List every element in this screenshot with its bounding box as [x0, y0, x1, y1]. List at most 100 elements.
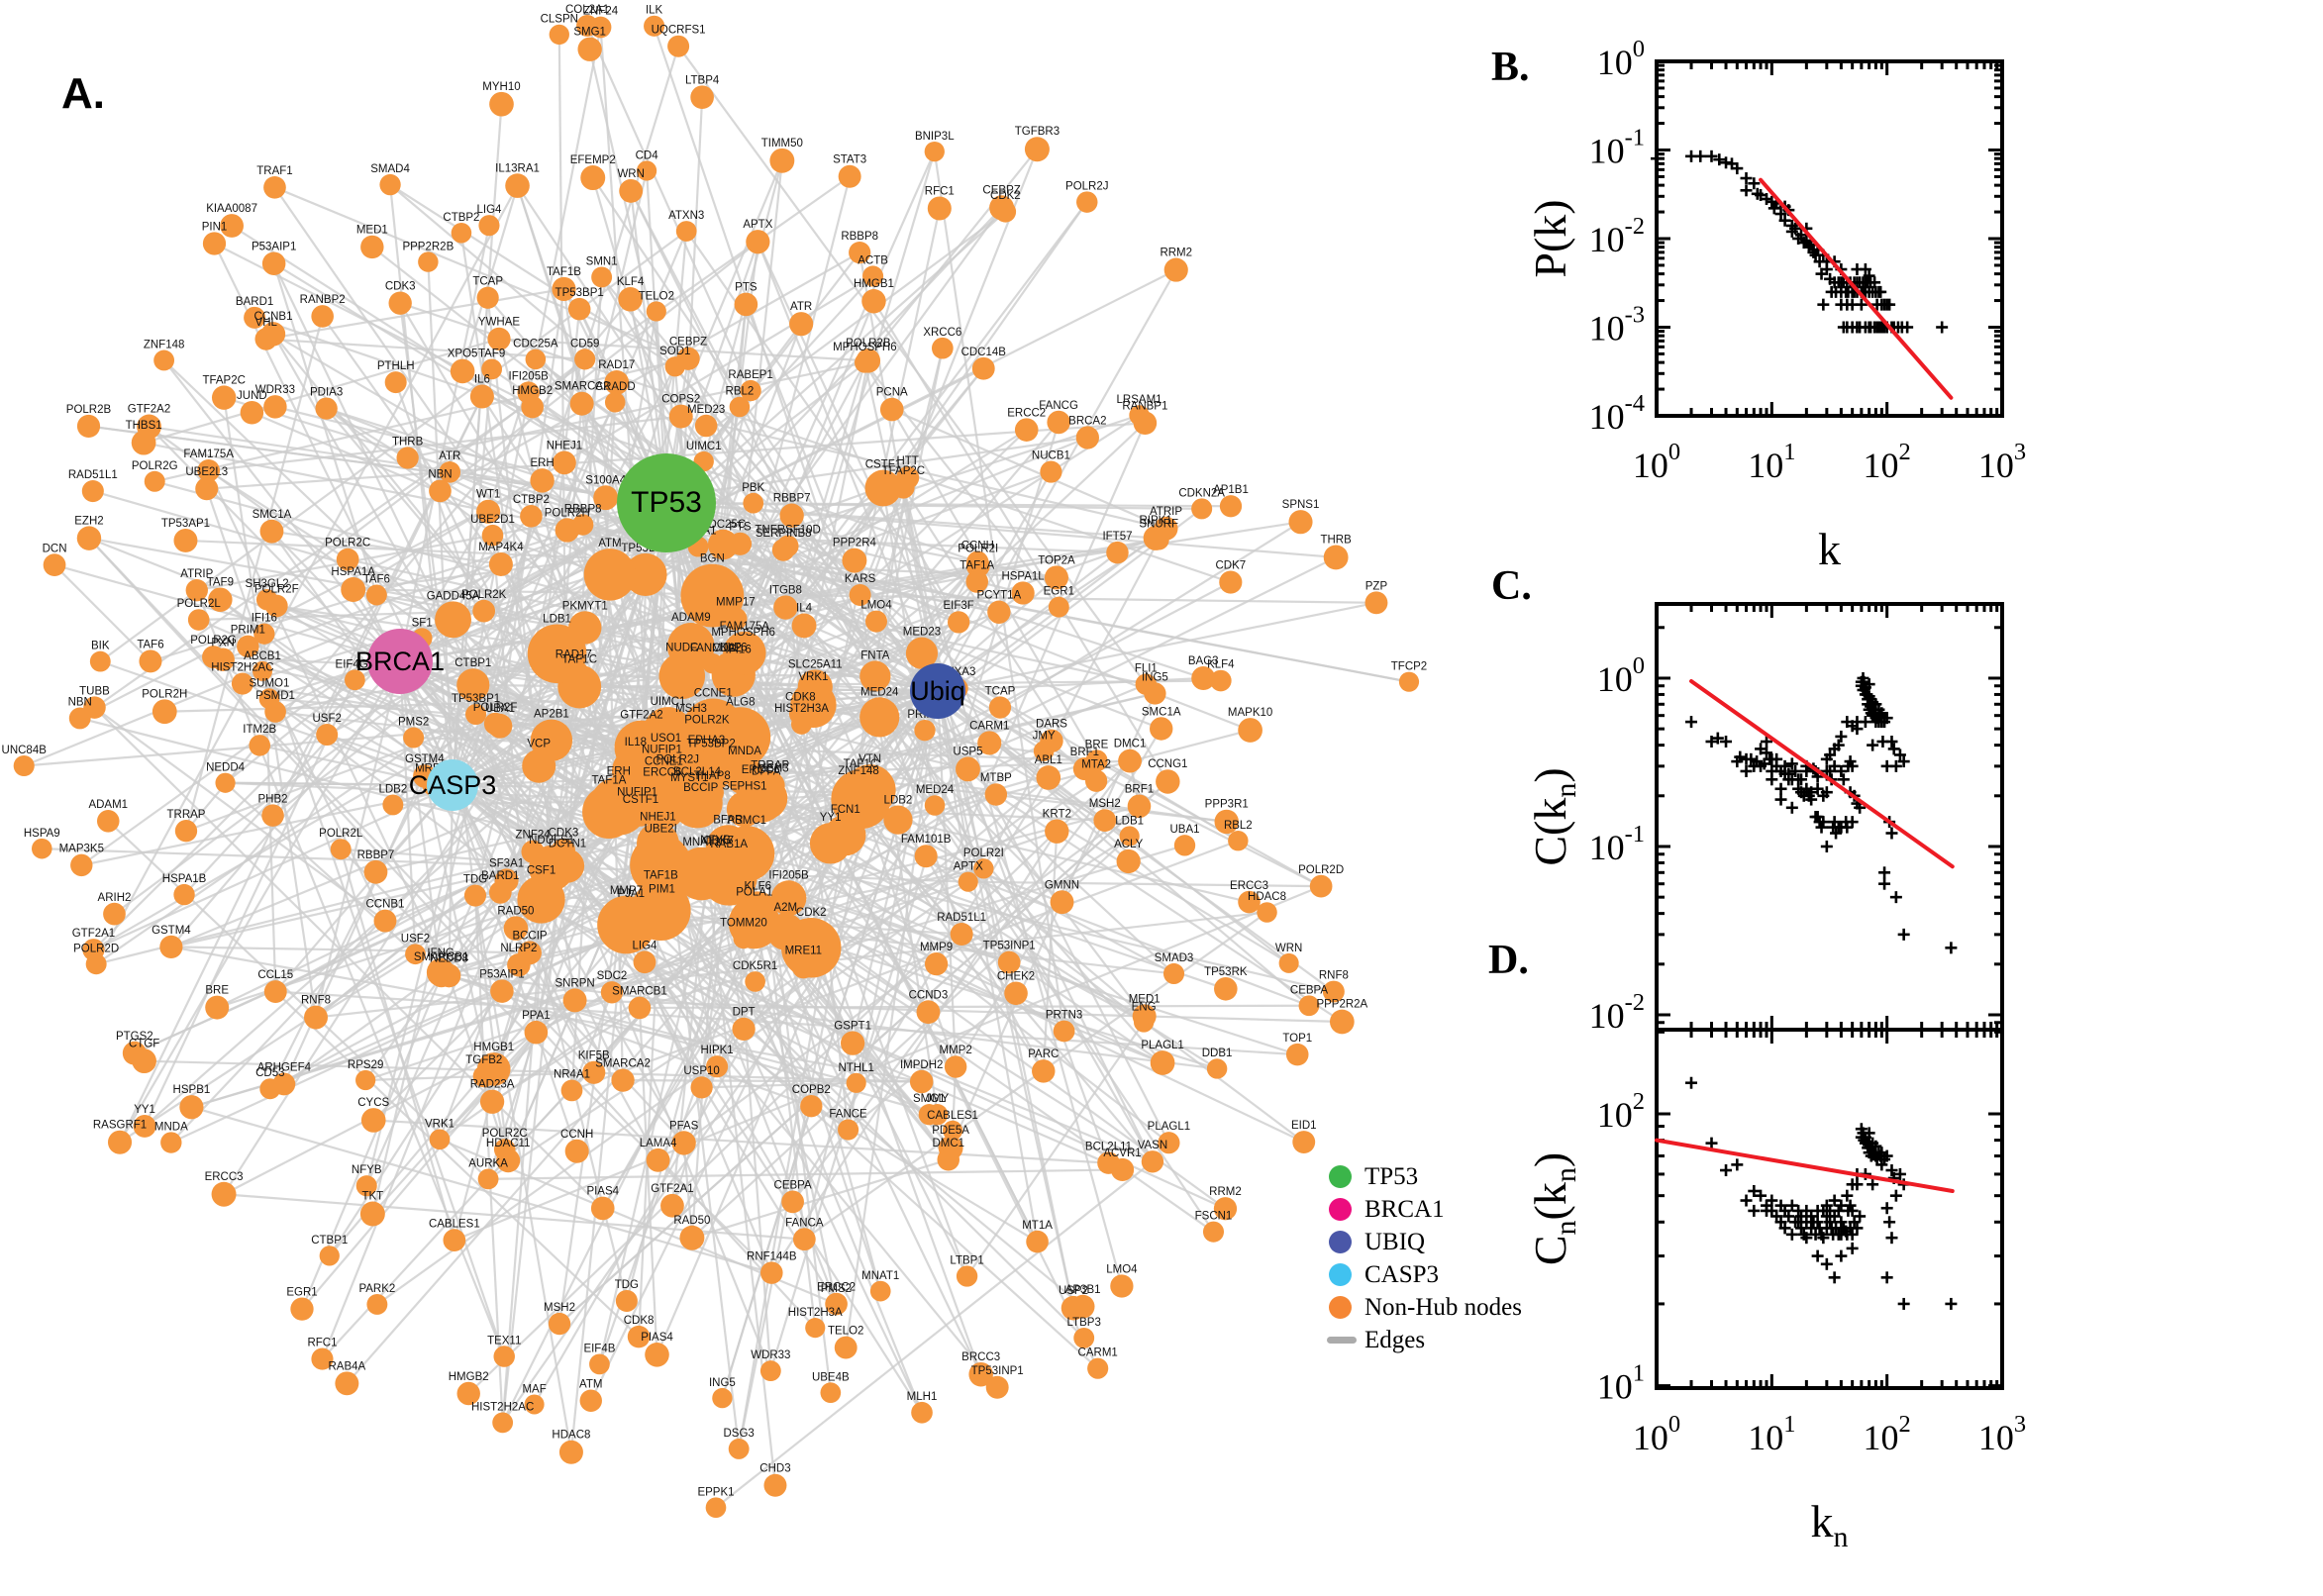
- svg-text:NBN: NBN: [68, 697, 92, 709]
- svg-text:CSTF1: CSTF1: [865, 459, 901, 471]
- svg-text:LIG4: LIG4: [633, 940, 658, 951]
- svg-text:BRCC3: BRCC3: [961, 1351, 1000, 1363]
- svg-text:SMARCB1: SMARCB1: [612, 986, 667, 998]
- svg-text:CCND3: CCND3: [909, 989, 949, 1001]
- svg-text:PPP2R4: PPP2R4: [833, 538, 877, 549]
- svg-text:CD53: CD53: [255, 1067, 284, 1079]
- svg-text:TFAP2C: TFAP2C: [882, 465, 925, 477]
- svg-text:BIK: BIK: [91, 641, 110, 652]
- svg-text:EIF3F: EIF3F: [944, 600, 974, 612]
- svg-text:HIST2H3A: HIST2H3A: [788, 1307, 843, 1319]
- svg-text:BRE: BRE: [1085, 739, 1109, 750]
- svg-text:TP53INP1: TP53INP1: [983, 941, 1036, 952]
- svg-text:P53AIP1: P53AIP1: [479, 968, 524, 980]
- svg-text:ADAM9: ADAM9: [671, 612, 711, 624]
- svg-text:CCNB1: CCNB1: [254, 311, 293, 323]
- svg-text:PZP: PZP: [1365, 580, 1388, 592]
- tick-label: 10-1: [1589, 821, 1645, 867]
- svg-text:SMARCB1: SMARCB1: [414, 951, 469, 963]
- svg-text:THAP8: THAP8: [694, 770, 731, 782]
- svg-text:CABLES1: CABLES1: [429, 1218, 480, 1230]
- svg-text:MAP4K4: MAP4K4: [478, 542, 524, 553]
- svg-text:CHEK2: CHEK2: [997, 970, 1035, 982]
- svg-text:RNF144B: RNF144B: [747, 1250, 797, 1262]
- svg-text:EPPK1: EPPK1: [697, 1486, 734, 1498]
- svg-text:ITM2B: ITM2B: [243, 724, 276, 736]
- svg-text:PMS2: PMS2: [821, 1283, 852, 1295]
- svg-text:POLA1: POLA1: [736, 886, 772, 898]
- node-swatch-icon: [1329, 1165, 1352, 1188]
- plot-frame: [1655, 1028, 2004, 1390]
- svg-text:POLR2J: POLR2J: [1065, 180, 1108, 192]
- svg-text:POLR2C: POLR2C: [325, 538, 370, 549]
- svg-text:TP53INP1: TP53INP1: [971, 1365, 1024, 1377]
- svg-text:POLR2J: POLR2J: [656, 754, 699, 766]
- svg-text:HDAC11: HDAC11: [486, 1138, 531, 1149]
- svg-text:LTBP3: LTBP3: [1067, 1317, 1101, 1329]
- svg-text:MT1A: MT1A: [1022, 1220, 1053, 1232]
- svg-text:TFAP2C: TFAP2C: [202, 374, 245, 386]
- svg-text:TGFB2: TGFB2: [465, 1054, 502, 1066]
- legend-label: UBIQ: [1364, 1228, 1426, 1255]
- svg-text:HIST2H2AC: HIST2H2AC: [471, 1401, 534, 1413]
- svg-text:BFAR: BFAR: [713, 814, 743, 826]
- svg-text:SMAD3: SMAD3: [1155, 952, 1194, 964]
- svg-text:MAPK10: MAPK10: [1228, 707, 1272, 719]
- svg-text:ACTB: ACTB: [858, 254, 888, 266]
- svg-text:MED24: MED24: [860, 686, 899, 698]
- svg-text:IFI16: IFI16: [726, 644, 752, 655]
- svg-text:LIG4: LIG4: [476, 204, 502, 216]
- svg-text:YWHAE: YWHAE: [478, 317, 521, 329]
- svg-text:MPHOSPH6: MPHOSPH6: [833, 342, 897, 353]
- svg-text:PARK2: PARK2: [358, 1283, 395, 1295]
- svg-text:IL4: IL4: [796, 603, 813, 615]
- svg-text:HTT: HTT: [896, 455, 918, 467]
- svg-text:MSH3: MSH3: [675, 703, 707, 715]
- svg-text:PTGS2: PTGS2: [116, 1031, 153, 1043]
- svg-text:TRRAP: TRRAP: [751, 760, 789, 772]
- svg-text:TDG: TDG: [463, 873, 487, 885]
- svg-text:POLR2F: POLR2F: [254, 584, 299, 596]
- svg-text:SEPHS1: SEPHS1: [722, 780, 766, 792]
- svg-text:PARC: PARC: [1028, 1048, 1059, 1060]
- svg-text:ABCB1: ABCB1: [244, 650, 281, 662]
- svg-text:RNF8: RNF8: [301, 995, 331, 1007]
- svg-text:POLR2K: POLR2K: [461, 589, 507, 601]
- svg-text:LDB2: LDB2: [884, 794, 913, 806]
- legend-label: BRCA1: [1364, 1195, 1445, 1223]
- tick-label: 10-2: [1589, 989, 1645, 1036]
- svg-text:POLR2K: POLR2K: [684, 714, 730, 726]
- svg-text:WRN: WRN: [617, 168, 644, 180]
- svg-text:SOD1: SOD1: [659, 346, 690, 357]
- svg-text:ATXN3: ATXN3: [668, 210, 704, 222]
- svg-text:DCN: DCN: [43, 543, 67, 554]
- svg-text:ABL1: ABL1: [1035, 754, 1062, 766]
- svg-text:RBL2: RBL2: [1224, 820, 1253, 832]
- svg-text:IFT57: IFT57: [1102, 531, 1132, 543]
- svg-text:TOMM20: TOMM20: [720, 917, 767, 929]
- svg-text:IL6: IL6: [474, 373, 490, 385]
- svg-text:THBS1: THBS1: [126, 420, 162, 432]
- svg-text:TP53RK: TP53RK: [1204, 966, 1248, 978]
- legend-label: Non-Hub nodes: [1364, 1293, 1523, 1321]
- svg-text:HSPA1L: HSPA1L: [1001, 570, 1045, 582]
- svg-text:MYH10: MYH10: [482, 81, 520, 93]
- svg-text:HSPB1: HSPB1: [173, 1084, 211, 1096]
- svg-text:LTBP1: LTBP1: [950, 1254, 983, 1266]
- svg-text:ARIH2: ARIH2: [98, 892, 132, 904]
- node-swatch-icon: [1329, 1198, 1352, 1221]
- svg-text:SNRPN: SNRPN: [555, 977, 594, 989]
- svg-text:ITGB8: ITGB8: [769, 584, 802, 596]
- svg-text:MED1: MED1: [1129, 993, 1161, 1005]
- svg-text:SLC25A11: SLC25A11: [788, 658, 843, 670]
- svg-text:BGN: BGN: [700, 553, 725, 565]
- svg-text:RRM2: RRM2: [1209, 1186, 1242, 1198]
- svg-text:MED23: MED23: [687, 404, 725, 416]
- svg-text:DARS: DARS: [1036, 719, 1067, 731]
- svg-text:SUMO1: SUMO1: [249, 677, 289, 689]
- svg-text:RAD51L1: RAD51L1: [937, 912, 986, 924]
- svg-text:ACLY: ACLY: [1114, 839, 1144, 850]
- svg-text:GMNN: GMNN: [1045, 879, 1079, 891]
- svg-text:KRT2: KRT2: [1043, 808, 1071, 820]
- svg-text:UBE2D1: UBE2D1: [470, 514, 515, 526]
